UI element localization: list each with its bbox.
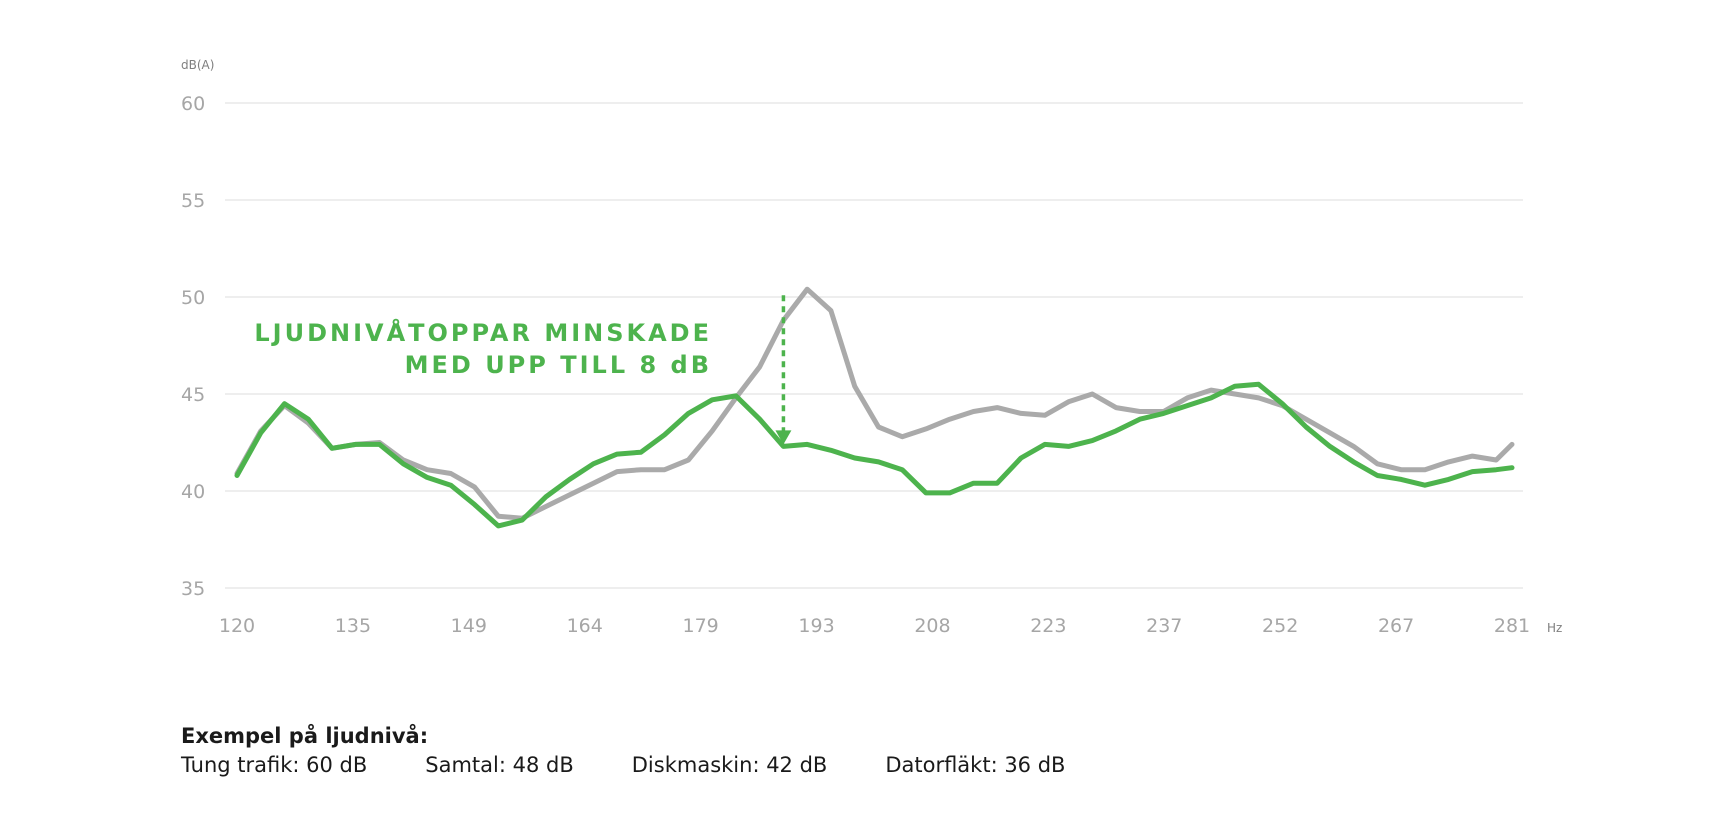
annotation-line-2: MED UPP TILL 8 dB [405,351,712,379]
y-tick-label: 55 [181,190,205,212]
series-line-after [234,381,1515,529]
example-dishwasher: Diskmaskin: 42 dB [631,753,828,777]
x-tick-label: 252 [1262,615,1298,637]
x-tick-label: 267 [1378,615,1414,637]
x-tick-label: 179 [683,615,719,637]
x-tick-label: 237 [1146,615,1182,637]
series-line-before [234,286,1515,521]
x-axis-unit-label: Hz [1547,621,1562,635]
y-axis-ticks: 35 40 45 50 55 60 [181,93,205,600]
example-heavy-traffic: Tung trafik: 60 dB [181,753,368,777]
example-computer-fan: Datorfläkt: 36 dB [885,753,1066,777]
y-axis-unit-label: dB(A) [181,58,214,72]
y-tick-label: 60 [181,93,205,115]
y-tick-label: 50 [181,287,205,309]
x-tick-label: 208 [914,615,950,637]
x-tick-label: 281 [1494,615,1530,637]
y-tick-label: 40 [181,481,205,503]
x-tick-label: 120 [219,615,255,637]
x-tick-label: 223 [1030,615,1066,637]
x-tick-label: 149 [451,615,487,637]
y-tick-label: 45 [181,384,205,406]
grid-lines [225,102,1523,589]
x-axis-ticks: 120 135 149 164 179 193 208 223 237 252 267 281 [219,615,1530,637]
examples-heading: Exempel på ljudnivå: [181,724,429,748]
annotation-line-1: LJUDNIVÅTOPPAR MINSKADE [254,318,712,347]
x-tick-label: 193 [798,615,834,637]
reduction-arrow [775,295,792,445]
example-conversation: Samtal: 48 dB [425,753,574,777]
x-tick-label: 135 [335,615,371,637]
arrow-head [775,430,792,445]
sound-level-examples: Exempel på ljudnivå: Tung trafik: 60 dB … [181,722,1123,780]
y-tick-label: 35 [181,578,205,600]
examples-list: Tung trafik: 60 dB Samtal: 48 dB Diskmas… [181,750,1123,780]
x-tick-label: 164 [567,615,603,637]
noise-level-chart: 35 40 45 50 55 60 120 135 149 164 179 193 208 223 237… [181,58,1562,637]
series-lines [234,286,1515,529]
